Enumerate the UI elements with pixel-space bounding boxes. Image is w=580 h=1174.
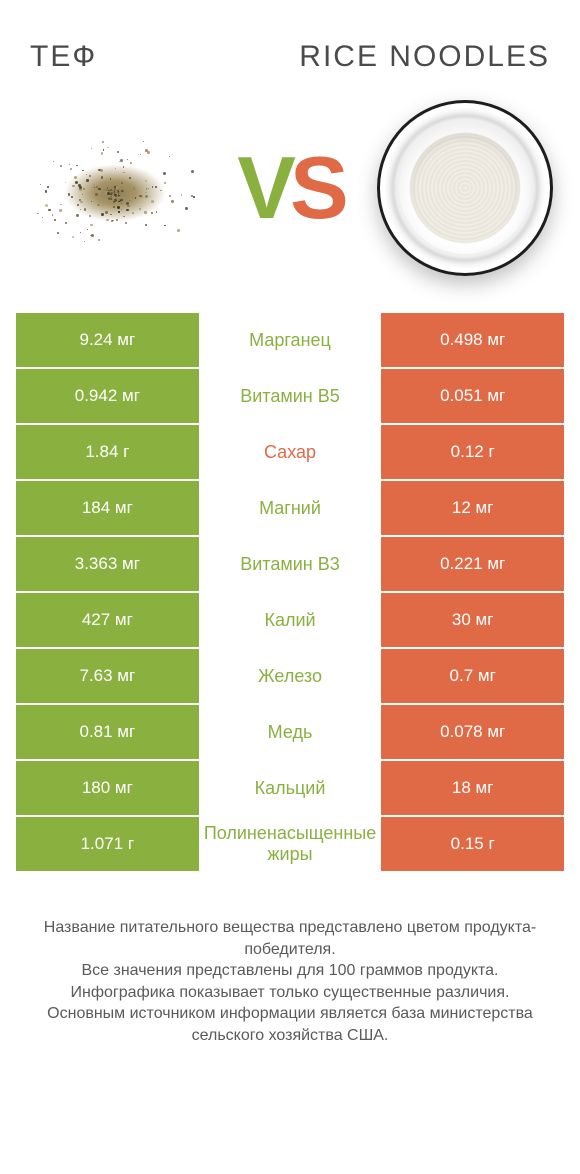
right-value: 0.221 мг <box>381 537 564 591</box>
nutrient-label: Полиненасыщенные жиры <box>199 817 382 871</box>
right-value: 0.051 мг <box>381 369 564 423</box>
table-row: 180 мгКальций18 мг <box>16 761 564 815</box>
table-row: 3.363 мгВитамин B30.221 мг <box>16 537 564 591</box>
right-value: 30 мг <box>381 593 564 647</box>
noodle-bowl-illustration <box>375 98 555 278</box>
table-row: 1.84 гСахар0.12 г <box>16 425 564 479</box>
nutrient-label: Калий <box>199 593 382 647</box>
nutrient-label: Марганец <box>199 313 382 367</box>
table-row: 0.81 мгМедь0.078 мг <box>16 705 564 759</box>
right-value: 18 мг <box>381 761 564 815</box>
left-value: 0.81 мг <box>16 705 199 759</box>
left-value: 180 мг <box>16 761 199 815</box>
footer-line: Основным источником информации является … <box>26 1003 554 1046</box>
left-value: 0.942 мг <box>16 369 199 423</box>
left-value: 9.24 мг <box>16 313 199 367</box>
right-product-title: RICE NOODLES <box>299 40 550 73</box>
comparison-table: 9.24 мгМарганец0.498 мг0.942 мгВитамин B… <box>0 313 580 871</box>
vs-label: VS <box>237 144 342 232</box>
table-row: 9.24 мгМарганец0.498 мг <box>16 313 564 367</box>
vs-s: S <box>290 138 343 237</box>
footer-notes: Название питательного вещества представл… <box>0 873 580 1047</box>
nutrient-label: Медь <box>199 705 382 759</box>
left-product-image <box>20 93 210 283</box>
vs-v: V <box>237 138 290 237</box>
footer-line: Все значения представлены для 100 граммо… <box>26 960 554 982</box>
right-value: 0.15 г <box>381 817 564 871</box>
left-value: 427 мг <box>16 593 199 647</box>
nutrient-label: Кальций <box>199 761 382 815</box>
header: ТЕФ RICE NOODLES <box>0 0 580 83</box>
right-value: 0.7 мг <box>381 649 564 703</box>
right-value: 0.498 мг <box>381 313 564 367</box>
table-row: 1.071 гПолиненасыщенные жиры0.15 г <box>16 817 564 871</box>
nutrient-label: Витамин B5 <box>199 369 382 423</box>
table-row: 0.942 мгВитамин B50.051 мг <box>16 369 564 423</box>
left-value: 1.84 г <box>16 425 199 479</box>
left-value: 7.63 мг <box>16 649 199 703</box>
left-value: 184 мг <box>16 481 199 535</box>
nutrient-label: Магний <box>199 481 382 535</box>
nutrient-label: Сахар <box>199 425 382 479</box>
left-value: 3.363 мг <box>16 537 199 591</box>
teff-illustration <box>30 103 200 273</box>
table-row: 7.63 мгЖелезо0.7 мг <box>16 649 564 703</box>
table-row: 184 мгМагний12 мг <box>16 481 564 535</box>
table-row: 427 мгКалий30 мг <box>16 593 564 647</box>
right-value: 0.12 г <box>381 425 564 479</box>
right-value: 12 мг <box>381 481 564 535</box>
right-value: 0.078 мг <box>381 705 564 759</box>
nutrient-label: Железо <box>199 649 382 703</box>
footer-line: Инфографика показывает только существенн… <box>26 982 554 1004</box>
left-product-title: ТЕФ <box>30 40 97 73</box>
left-value: 1.071 г <box>16 817 199 871</box>
nutrient-label: Витамин B3 <box>199 537 382 591</box>
right-product-image <box>370 93 560 283</box>
hero-row: VS <box>0 83 580 313</box>
footer-line: Название питательного вещества представл… <box>26 917 554 960</box>
